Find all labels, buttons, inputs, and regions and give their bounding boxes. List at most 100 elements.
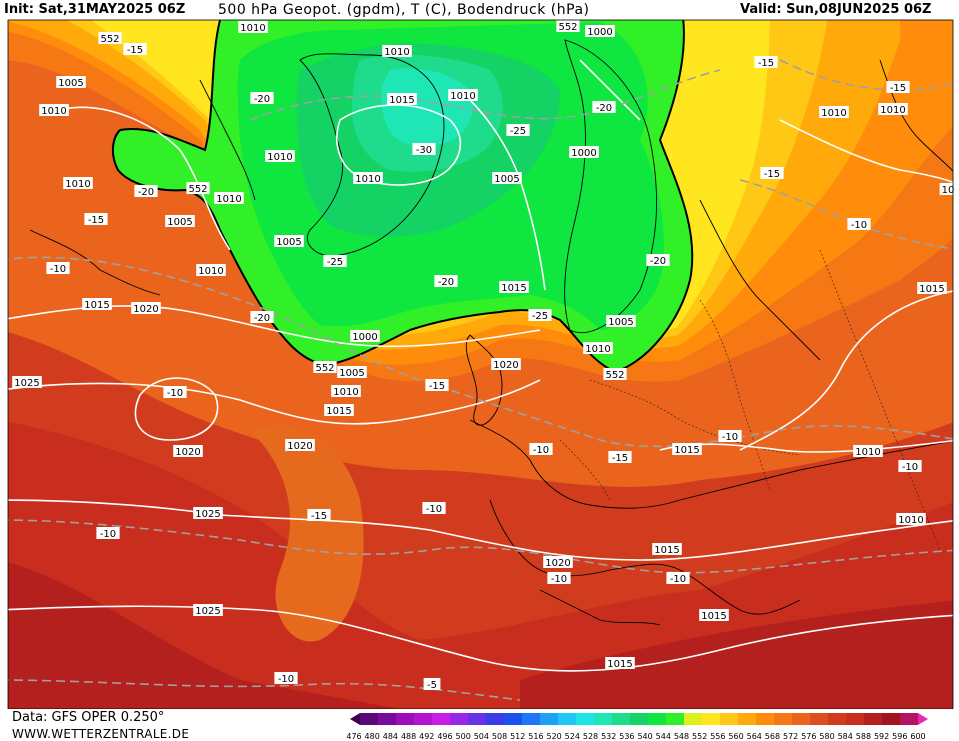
pressure-label: 1005 — [492, 172, 522, 185]
scale-level-label: 520 — [546, 732, 561, 741]
svg-text:-10: -10 — [100, 529, 116, 540]
svg-text:-20: -20 — [254, 313, 270, 324]
svg-text:1010: 1010 — [267, 152, 292, 163]
svg-text:1010: 1010 — [240, 23, 265, 34]
scale-swatch — [810, 713, 828, 725]
temperature-label: -10 — [666, 572, 690, 585]
scale-level-label: 492 — [419, 732, 434, 741]
pressure-label: 1010 — [196, 264, 226, 277]
pressure-label: 1010 — [878, 103, 908, 116]
svg-text:1000: 1000 — [571, 148, 596, 159]
svg-text:-10: -10 — [50, 264, 66, 275]
scale-level-label: 536 — [619, 732, 634, 741]
pressure-label: 1005 — [606, 315, 636, 328]
svg-text:552: 552 — [315, 363, 334, 374]
svg-text:1020: 1020 — [287, 441, 312, 452]
pressure-label: 1010 — [583, 342, 613, 355]
temperature-label: -15 — [754, 56, 778, 69]
pressure-label: 1010 — [63, 177, 93, 190]
temperature-label: -25 — [528, 309, 552, 322]
pressure-label: 1020 — [543, 556, 573, 569]
temperature-label: -10 — [96, 527, 120, 540]
svg-text:552: 552 — [558, 22, 577, 33]
pressure-label: 1015 — [387, 93, 417, 106]
svg-text:552: 552 — [188, 184, 207, 195]
temperature-label: -5 — [423, 678, 441, 691]
scale-level-label: 600 — [910, 732, 925, 741]
isoline-552 — [112, 20, 694, 374]
scale-swatch — [468, 713, 486, 725]
svg-text:-30: -30 — [416, 145, 432, 156]
scale-swatch — [396, 713, 414, 725]
svg-text:1005: 1005 — [339, 368, 364, 379]
pressure-label: 1010 — [896, 513, 926, 526]
temperature-label: -10 — [422, 502, 446, 515]
scale-swatch — [504, 713, 522, 725]
scale-level-label: 484 — [383, 732, 398, 741]
scale-level-label: 552 — [692, 732, 707, 741]
svg-text:-25: -25 — [327, 257, 343, 268]
pressure-label: 1010 — [382, 45, 412, 58]
scale-swatch — [828, 713, 846, 725]
scale-swatch — [630, 713, 648, 725]
scale-level-label: 568 — [765, 732, 780, 741]
scale-swatch — [666, 713, 684, 725]
scale-level-label: 508 — [492, 732, 507, 741]
temperature-label: -20 — [434, 275, 458, 288]
scale-level-label: 556 — [710, 732, 725, 741]
scale-level-label: 592 — [874, 732, 889, 741]
temperature-label: -25 — [506, 124, 530, 137]
scale-level-label: 532 — [601, 732, 616, 741]
svg-text:1010: 1010 — [585, 344, 610, 355]
temperature-label: -10 — [547, 572, 571, 585]
pressure-label: 1015 — [672, 443, 702, 456]
pressure-label: 1010 — [448, 89, 478, 102]
scale-swatch — [432, 713, 450, 725]
scale-swatch — [450, 713, 468, 725]
svg-text:1005: 1005 — [494, 174, 519, 185]
scale-swatch — [774, 713, 792, 725]
svg-text:1025: 1025 — [195, 606, 220, 617]
svg-text:1010: 1010 — [855, 447, 880, 458]
temperature-label: -15 — [123, 43, 147, 56]
geopotential-label: 552 — [98, 32, 122, 45]
scale-level-label: 516 — [528, 732, 543, 741]
temperature-label: -20 — [250, 311, 274, 324]
scale-level-label: 524 — [565, 732, 580, 741]
scale-level-label: 528 — [583, 732, 598, 741]
svg-text:1015: 1015 — [654, 545, 679, 556]
svg-text:-15: -15 — [758, 58, 774, 69]
svg-text:552: 552 — [100, 34, 119, 45]
temperature-label: -10 — [718, 430, 742, 443]
svg-text:1005: 1005 — [608, 317, 633, 328]
pressure-label: 1000 — [350, 330, 380, 343]
temperature-label: -20 — [592, 101, 616, 114]
svg-text:1010: 1010 — [450, 91, 475, 102]
temperature-label: -15 — [760, 167, 784, 180]
scale-swatch — [378, 713, 396, 725]
svg-text:1010: 1010 — [355, 174, 380, 185]
field-592-south — [8, 562, 400, 709]
temperature-label: -10 — [898, 460, 922, 473]
scale-level-label: 588 — [856, 732, 871, 741]
svg-text:1020: 1020 — [175, 447, 200, 458]
svg-text:1010: 1010 — [880, 105, 905, 116]
temperature-label: -15 — [608, 451, 632, 464]
svg-text:1015: 1015 — [326, 406, 351, 417]
scale-arrow-low — [350, 713, 360, 725]
svg-text:-10: -10 — [551, 574, 567, 585]
svg-text:1010: 1010 — [41, 106, 66, 117]
temperature-label: -20 — [646, 254, 670, 267]
pressure-label: 1000 — [569, 146, 599, 159]
scale-level-label: 504 — [474, 732, 489, 741]
svg-text:1010: 1010 — [65, 179, 90, 190]
pressure-label: 1010 — [853, 445, 883, 458]
scale-swatch — [576, 713, 594, 725]
pressure-label: 1010 — [238, 21, 268, 34]
pressure-label: 1020 — [285, 439, 315, 452]
svg-text:-10: -10 — [426, 504, 442, 515]
pressure-label: 1010 — [39, 104, 69, 117]
website-link[interactable]: WWW.WETTERZENTRALE.DE — [12, 727, 190, 741]
scale-level-label: 580 — [819, 732, 834, 741]
